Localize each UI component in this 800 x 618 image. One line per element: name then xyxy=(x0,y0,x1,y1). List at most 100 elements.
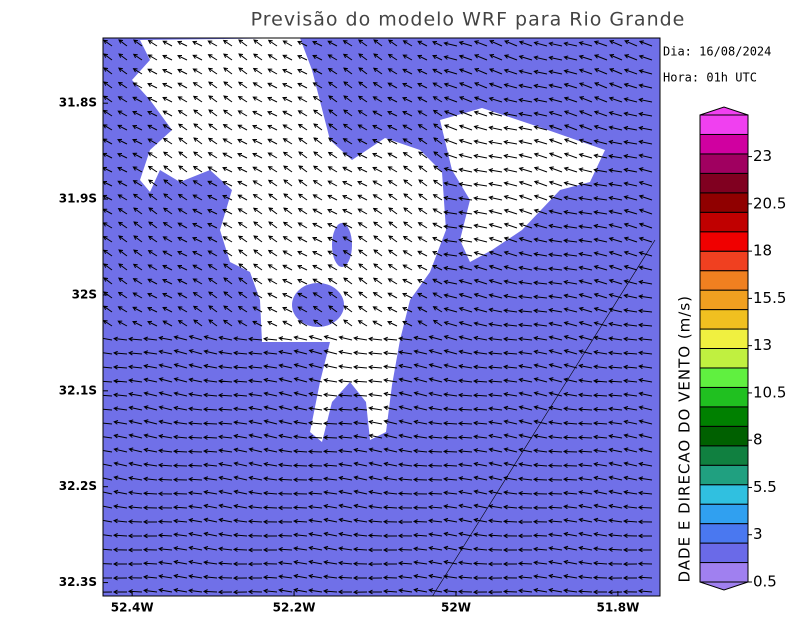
y-tick-label: 32.1S xyxy=(59,383,97,397)
wind-arrow xyxy=(593,489,608,495)
wind-arrow xyxy=(417,236,428,243)
wind-arrow xyxy=(312,278,323,285)
wind-arrow xyxy=(218,378,233,384)
wind-arrow xyxy=(222,152,233,159)
wind-arrow xyxy=(218,364,233,370)
wind-arrow xyxy=(473,448,488,453)
wind-arrow xyxy=(327,250,338,257)
wind-arrow xyxy=(247,561,263,567)
wind-arrow xyxy=(503,139,518,145)
wind-arrow xyxy=(593,139,608,145)
wind-arrow xyxy=(293,587,308,593)
wind-arrow xyxy=(202,435,218,440)
wind-arrow xyxy=(503,378,518,384)
wind-arrow xyxy=(563,391,578,397)
colorbar-band xyxy=(699,503,749,525)
wind-arrow xyxy=(432,264,443,271)
wind-arrow xyxy=(578,167,593,173)
wind-arrow xyxy=(578,320,593,327)
wind-arrow xyxy=(592,420,608,426)
wind-arrow xyxy=(443,41,458,47)
wind-arrow xyxy=(147,96,158,103)
wind-arrow xyxy=(113,447,128,453)
wind-arrow xyxy=(457,421,473,426)
wind-arrow xyxy=(443,210,458,215)
wind-arrow xyxy=(353,434,368,439)
wind-arrow xyxy=(488,350,503,356)
wind-arrow xyxy=(307,463,323,468)
wind-arrow xyxy=(267,54,278,61)
wind-arrow xyxy=(368,433,383,439)
wind-arrow xyxy=(458,82,473,89)
wind-arrow xyxy=(638,194,653,201)
boundary xyxy=(432,239,656,596)
wind-arrow xyxy=(253,39,263,47)
wind-arrow xyxy=(623,293,638,299)
wind-arrow xyxy=(387,263,398,271)
wind-arrow xyxy=(117,306,128,313)
wind-arrow xyxy=(458,182,473,187)
wind-arrow xyxy=(173,335,188,341)
wind-arrow xyxy=(222,236,233,243)
colorbar-band xyxy=(699,562,749,583)
wind-arrow xyxy=(638,167,653,173)
wind-arrow xyxy=(112,561,128,567)
wind-arrow xyxy=(282,40,293,47)
wind-arrow xyxy=(218,461,233,467)
wind-arrow xyxy=(417,124,428,131)
wind-arrow xyxy=(297,264,308,271)
wind-arrow xyxy=(473,264,488,271)
wind-arrow xyxy=(428,434,443,440)
wind-arrow xyxy=(532,505,548,511)
wind-arrow xyxy=(503,392,518,397)
wind-arrow xyxy=(548,420,563,425)
wind-arrow xyxy=(133,39,143,47)
wind-arrow xyxy=(292,491,308,497)
wind-arrow xyxy=(503,322,518,328)
wind-arrow xyxy=(313,137,323,145)
wind-arrow xyxy=(387,179,398,187)
wind-arrow xyxy=(127,575,143,581)
wind-arrow xyxy=(533,166,548,173)
wind-arrow xyxy=(307,435,323,440)
wind-arrow xyxy=(117,96,128,103)
wind-arrow xyxy=(443,349,458,355)
wind-arrow xyxy=(623,447,638,453)
wind-arrow xyxy=(432,250,443,257)
wind-arrow xyxy=(608,336,623,341)
wind-arrow xyxy=(622,561,638,567)
wind-arrow xyxy=(112,589,128,595)
wind-arrow xyxy=(308,573,323,579)
wind-arrow xyxy=(312,82,323,89)
wind-arrow xyxy=(297,82,308,89)
wind-arrow xyxy=(368,504,383,509)
wind-arrow xyxy=(308,545,323,551)
wind-arrow xyxy=(277,546,293,552)
wind-arrow xyxy=(293,532,308,538)
wind-arrow xyxy=(238,277,248,285)
colorbar-band xyxy=(699,250,749,272)
wind-arrow xyxy=(223,95,233,103)
wind-arrow xyxy=(607,589,623,595)
wind-arrow xyxy=(233,518,248,524)
wind-arrow xyxy=(577,435,593,440)
wind-arrow xyxy=(208,109,218,117)
wind-arrow xyxy=(533,125,548,131)
wind-arrow xyxy=(103,489,113,495)
wind-arrow xyxy=(608,406,623,412)
wind-arrow xyxy=(608,350,623,356)
wind-arrow xyxy=(143,476,158,482)
wind-arrow xyxy=(503,194,518,201)
wind-arrow xyxy=(533,223,548,229)
wind-arrow xyxy=(238,235,248,243)
wind-arrow xyxy=(402,292,413,299)
wind-arrow xyxy=(578,210,593,215)
wind-arrow xyxy=(417,68,428,75)
wind-arrow xyxy=(398,336,413,342)
wind-arrow xyxy=(563,363,578,369)
colorbar-tick-label: 8 xyxy=(753,431,763,449)
wind-arrow xyxy=(563,335,578,341)
wind-arrow xyxy=(132,292,143,299)
wind-arrow xyxy=(142,491,158,496)
wind-arrow xyxy=(638,322,653,328)
